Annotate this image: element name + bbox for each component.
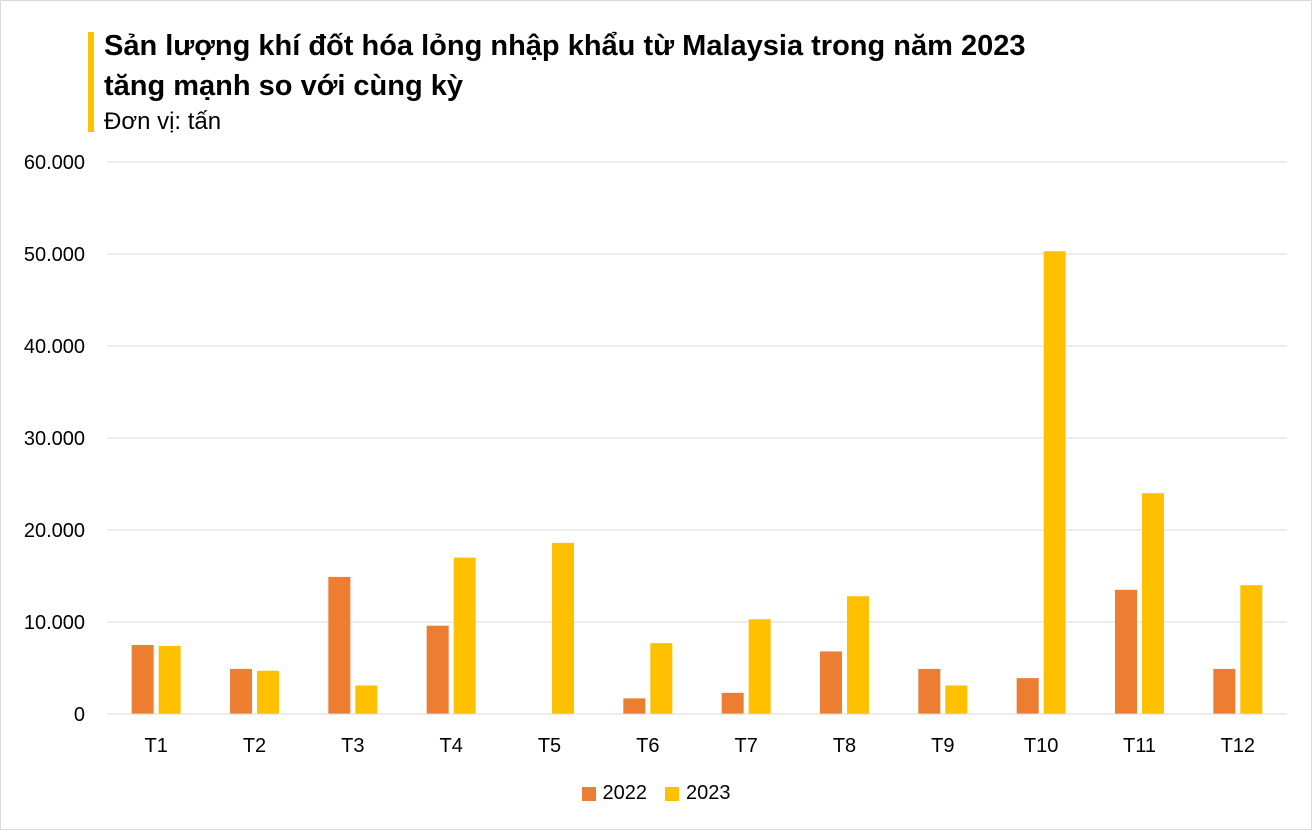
x-tick-label: T9: [931, 735, 954, 757]
y-tick-label: 20.000: [24, 520, 85, 542]
x-tick-label: T2: [243, 735, 266, 757]
bar-2022-T9: [918, 668, 941, 714]
bar-2022-T1: [131, 645, 154, 714]
x-tick-label: T12: [1221, 735, 1255, 757]
title-accent-bar: [88, 32, 94, 132]
y-tick-label: 60.000: [24, 152, 85, 174]
bar-2023-T10: [1043, 251, 1066, 715]
y-tick-label: 0: [74, 704, 85, 726]
bar-2023-T5: [552, 542, 574, 714]
x-tick-label: T5: [538, 735, 561, 757]
bar-2023-T12: [1240, 585, 1263, 714]
legend-item-2022: 2022: [581, 782, 648, 805]
x-tick-label: T4: [439, 735, 462, 757]
chart-title: Sản lượng khí đốt hóa lỏng nhập khẩu từ …: [104, 26, 1204, 106]
bar-2022-T7: [721, 692, 744, 714]
y-tick-label: 30.000: [24, 428, 85, 450]
bar-2023-T7: [748, 619, 771, 714]
bar-2022-T10: [1016, 678, 1039, 714]
legend-label-2022: 2022: [602, 782, 648, 804]
legend-swatch-2023: [665, 786, 679, 801]
chart-unit-subtitle: Đơn vị: tấn: [104, 108, 222, 135]
legend-swatch-2022: [581, 786, 596, 801]
bar-2023-T1: [158, 645, 181, 714]
bar-2022-T3: [328, 576, 351, 714]
bar-2023-T9: [945, 685, 968, 714]
legend: 2022 2023: [0, 782, 1312, 805]
bar-2022-T8: [820, 651, 842, 714]
bar-2023-T2: [257, 670, 279, 714]
chart-title-line-1: Sản lượng khí đốt hóa lỏng nhập khẩu từ …: [104, 30, 1026, 62]
bar-2023-T6: [650, 643, 673, 714]
bar-2023-T11: [1142, 493, 1164, 714]
y-tick-label: 10.000: [24, 612, 85, 634]
bar-2022-T2: [230, 668, 252, 714]
bar-2023-T8: [847, 596, 869, 714]
x-tick-label: T8: [833, 735, 856, 757]
x-tick-label: T1: [144, 735, 167, 757]
x-tick-label: T3: [341, 735, 364, 757]
bar-2023-T4: [453, 557, 476, 714]
x-tick-label: T6: [636, 735, 659, 757]
bar-2022-T4: [426, 625, 449, 714]
bar-2022-T11: [1115, 589, 1137, 714]
y-tick-label: 40.000: [24, 336, 85, 358]
chart-title-line-2: tăng mạnh so với cùng kỳ: [104, 70, 464, 102]
x-tick-label: T7: [734, 735, 757, 757]
bar-2022-T12: [1213, 668, 1236, 714]
bar-2022-T6: [623, 698, 646, 714]
bar-2023-T3: [355, 685, 378, 714]
x-tick-label: T10: [1024, 735, 1058, 757]
x-tick-label: T11: [1123, 735, 1156, 757]
y-tick-label: 50.000: [24, 244, 85, 266]
legend-item-2023: 2023: [665, 782, 731, 805]
legend-label-2023: 2023: [686, 782, 731, 804]
